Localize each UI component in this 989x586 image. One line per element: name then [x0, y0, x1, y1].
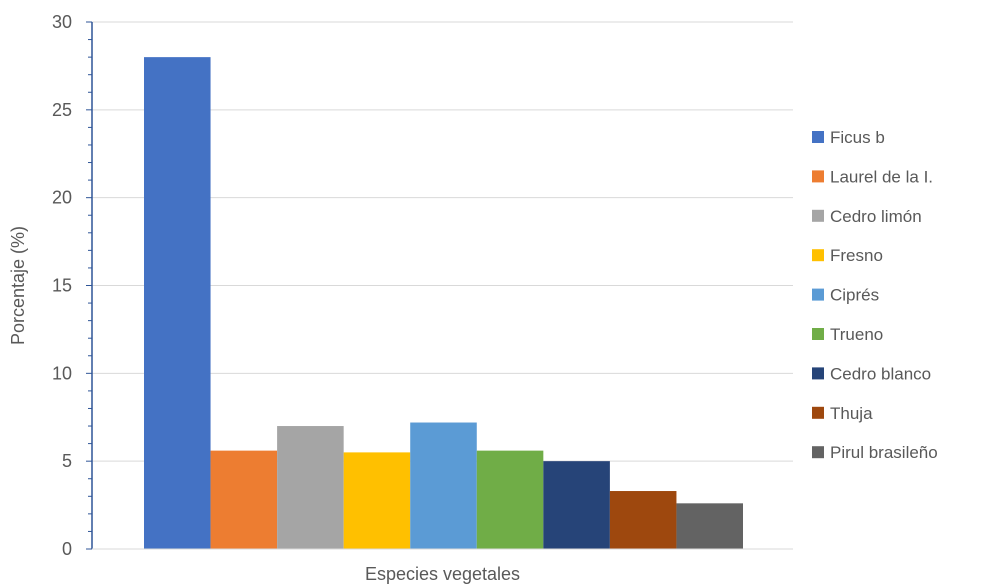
bars: [144, 57, 743, 549]
y-tick-label: 0: [62, 539, 72, 559]
bar-cedro-lim-n: [277, 426, 344, 549]
bar-trueno: [477, 451, 544, 549]
legend-swatch: [812, 446, 824, 458]
legend-label: Laurel de la I.: [830, 167, 933, 186]
legend-label: Fresno: [830, 246, 883, 265]
legend-swatch: [812, 328, 824, 340]
legend-label: Cedro blanco: [830, 364, 931, 383]
x-axis-title: Especies vegetales: [365, 564, 520, 584]
legend-label: Pirul brasileño: [830, 443, 938, 462]
y-tick-label: 10: [52, 363, 72, 383]
bar-laurel-de-la-i: [211, 451, 278, 549]
legend-label: Trueno: [830, 325, 883, 344]
bar-ficus-b: [144, 57, 211, 549]
legend-label: Thuja: [830, 404, 873, 423]
y-tick-label: 5: [62, 451, 72, 471]
y-tick-label: 15: [52, 276, 72, 296]
bar-fresno: [344, 452, 411, 549]
legend-swatch: [812, 367, 824, 379]
legend-swatch: [812, 131, 824, 143]
legend-label: Ciprés: [830, 286, 879, 305]
y-tick-label: 20: [52, 188, 72, 208]
legend-label: Ficus b: [830, 128, 885, 147]
y-tick-label: 30: [52, 12, 72, 32]
legend-swatch: [812, 289, 824, 301]
legend-swatch: [812, 210, 824, 222]
legend-swatch: [812, 249, 824, 261]
legend: Ficus b Laurel de la I. Cedro limón Fresno C…: [812, 128, 938, 462]
bar-cedro-blanco: [543, 461, 610, 549]
bar-cipr-s: [410, 423, 477, 549]
bar-thuja: [610, 491, 677, 549]
bar-pirul-brasile-o: [676, 503, 743, 549]
y-tick-labels: 0 5 10 15 20 25 30: [52, 12, 72, 559]
y-axis-title: Porcentaje (%): [8, 226, 28, 345]
legend-label: Cedro limón: [830, 207, 922, 226]
legend-swatch: [812, 407, 824, 419]
y-tick-label: 25: [52, 100, 72, 120]
legend-swatch: [812, 170, 824, 182]
